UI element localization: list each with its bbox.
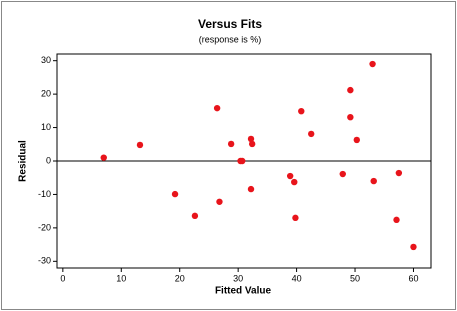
x-axis-label: Fitted Value [215,286,272,297]
x-tick-label: 20 [175,273,185,283]
point [191,212,199,220]
point [227,140,235,148]
point [171,190,179,198]
x-tick-label: 0 [60,273,65,283]
point [347,86,354,94]
point [247,135,255,143]
y-tick-label: -20 [38,222,51,232]
point [216,198,223,205]
point [353,136,360,144]
point [395,169,403,177]
point [291,178,298,186]
y-tick-label: -30 [38,256,51,266]
x-tick-label: 40 [292,273,302,283]
point [286,172,294,180]
y-axis-label: Residual [18,140,29,182]
x-tick-label: 50 [350,273,360,283]
point [100,154,107,161]
y-tick-label: 30 [41,55,51,65]
y-tick-label: -10 [38,189,51,199]
y-tick-label: 10 [41,122,51,132]
point [410,243,417,251]
point [393,216,400,224]
point [369,60,376,68]
point [298,107,305,115]
point [339,170,346,178]
x-tick-label: 30 [233,273,243,283]
chart-title: Versus Fits [198,17,262,31]
point [239,157,246,165]
point [370,177,377,185]
point [247,185,255,193]
point [292,214,299,222]
y-tick-label: 20 [41,89,51,99]
chart-subtitle: (response is %) [199,34,262,44]
point [347,113,354,121]
point [308,130,315,138]
point [136,141,144,149]
x-tick-label: 60 [408,273,418,283]
y-tick-label: 0 [46,155,51,165]
x-tick-label: 10 [116,273,126,283]
point [248,140,256,148]
point [213,104,221,112]
